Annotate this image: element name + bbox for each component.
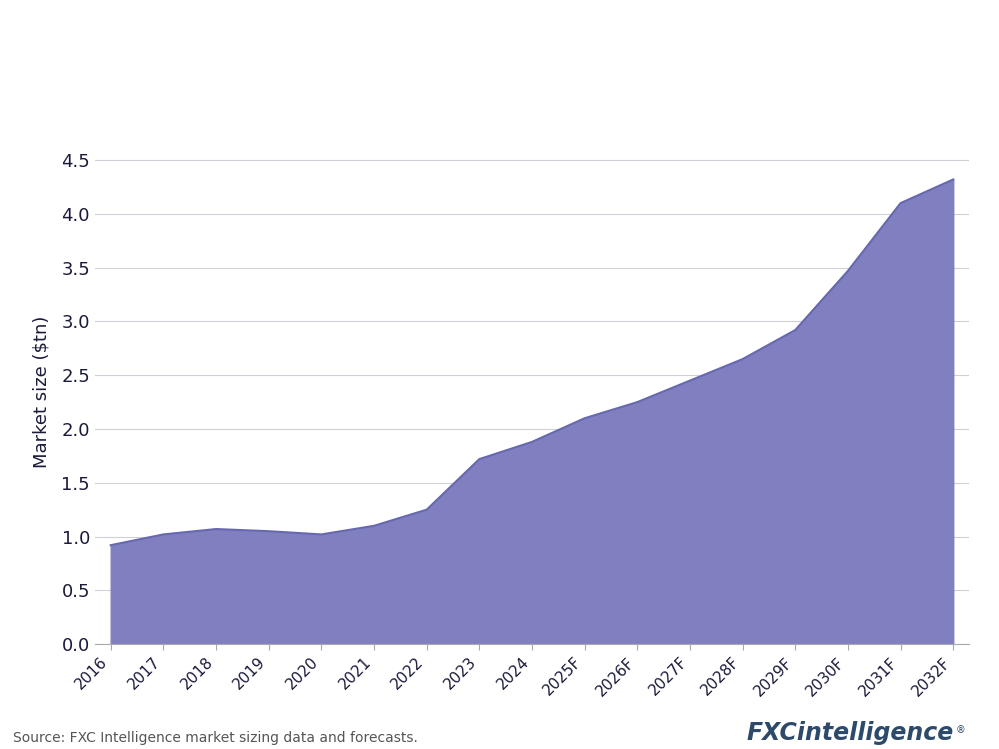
- Text: FXCintelligence: FXCintelligence: [747, 721, 954, 745]
- Text: Business-to-consumer cross-border payments market size, 2016-2032F: Business-to-consumer cross-border paymen…: [13, 90, 637, 108]
- Text: ®: ®: [956, 726, 966, 736]
- Text: B2C cross-border payments to reach a $4.4tn TAM by 2032: B2C cross-border payments to reach a $4.…: [13, 29, 979, 57]
- Text: Source: FXC Intelligence market sizing data and forecasts.: Source: FXC Intelligence market sizing d…: [13, 731, 418, 745]
- Y-axis label: Market size ($tn): Market size ($tn): [32, 315, 50, 467]
